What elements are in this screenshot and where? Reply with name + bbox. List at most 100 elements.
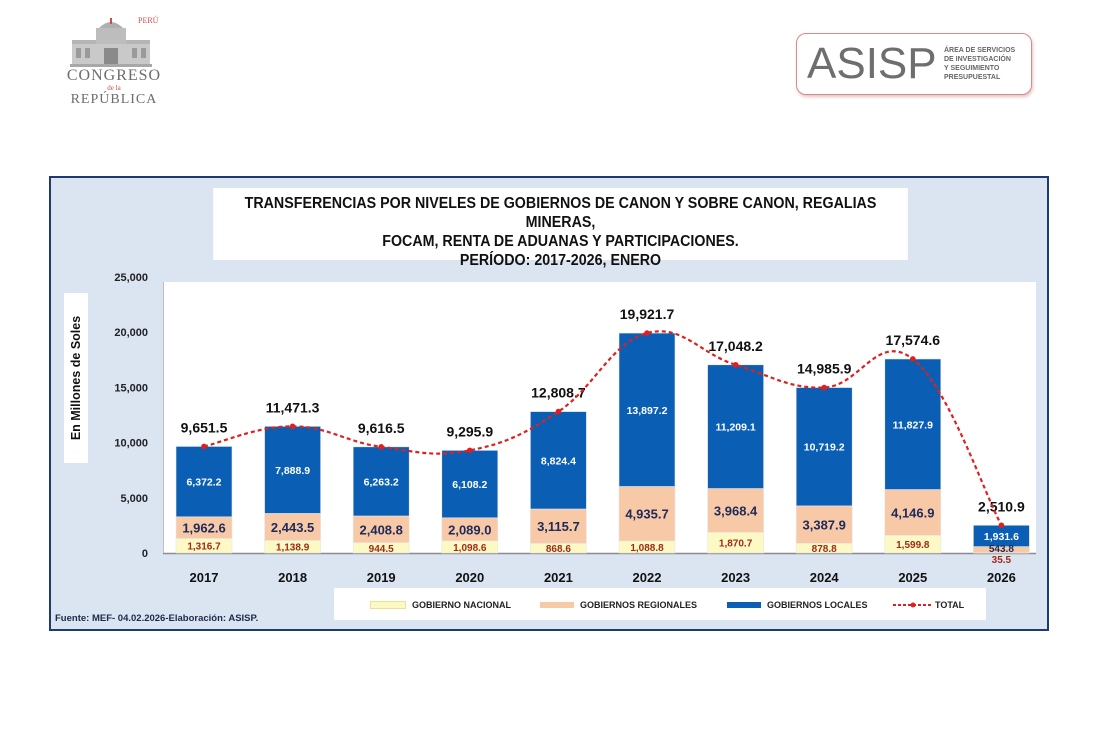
data-label-regionales: 4,935.7 xyxy=(625,507,668,522)
total-marker xyxy=(289,423,296,430)
asisp-sub-line: ÁREA DE SERVICIOS xyxy=(944,47,1016,54)
data-label-nacional: 878.8 xyxy=(812,544,837,555)
y-tick-label: 0 xyxy=(142,548,148,560)
data-label-total: 2,510.9 xyxy=(978,498,1025,514)
data-label-total: 11,471.3 xyxy=(266,399,320,415)
data-label-total: 17,048.2 xyxy=(708,338,763,354)
y-tick-label: 15,000 xyxy=(114,382,148,394)
y-tick-label: 20,000 xyxy=(114,327,148,339)
y-tick-label: 25,000 xyxy=(114,272,148,284)
legend-item-locales: GOBIERNOS LOCALES xyxy=(727,600,868,610)
data-label-nacional: 35.5 xyxy=(992,555,1012,566)
total-marker xyxy=(201,443,207,450)
asisp-sub-line: PRESUPUESTAL xyxy=(944,74,1001,81)
chart-title-line: TRANSFERENCIAS POR NIVELES DE GOBIERNOS … xyxy=(244,195,877,231)
data-label-total: 9,616.5 xyxy=(358,420,405,436)
data-label-regionales: 3,968.4 xyxy=(714,503,758,518)
legend-item-nacional: GOBIERNO NACIONAL xyxy=(370,600,511,610)
data-label-locales: 7,888.9 xyxy=(275,465,310,477)
y-axis-label-box xyxy=(64,293,88,463)
data-label-nacional: 1,138.9 xyxy=(276,543,310,554)
data-label-regionales: 3,387.9 xyxy=(803,518,846,533)
data-label-nacional: 1,599.8 xyxy=(896,540,930,551)
legend-item-total: TOTAL xyxy=(893,600,964,610)
data-label-total: 17,574.6 xyxy=(886,332,941,348)
total-line xyxy=(203,330,1003,526)
data-label-nacional: 944.5 xyxy=(369,544,394,555)
total-marker xyxy=(998,522,1005,529)
bar-segment-locales xyxy=(795,387,853,507)
data-label-nacional: 868.6 xyxy=(546,544,571,555)
asisp-logo: ASISP ÁREA DE SERVICIOS DE INVESTIGACIÓN… xyxy=(796,33,1032,95)
legend-item-regionales: GOBIERNOS REGIONALES xyxy=(540,600,697,610)
data-label-total: 9,295.9 xyxy=(446,423,493,439)
data-label-regionales: 543.8 xyxy=(989,544,1014,555)
data-label-locales: 8,824.4 xyxy=(541,455,576,467)
chart-title: TRANSFERENCIAS POR NIVELES DE GOBIERNOS … xyxy=(213,188,908,269)
data-label-regionales: 1,962.6 xyxy=(182,521,225,536)
congreso-logo xyxy=(66,14,166,106)
data-label-regionales: 2,408.8 xyxy=(360,522,403,537)
bar-segment-locales xyxy=(441,450,499,519)
data-label-total: 9,651.5 xyxy=(181,419,228,435)
total-marker xyxy=(644,330,650,336)
data-label-nacional: 1,088.8 xyxy=(630,543,664,554)
total-marker xyxy=(821,384,827,391)
legend-label: GOBIERNOS REGIONALES xyxy=(580,600,698,610)
data-label-locales: 11,827.9 xyxy=(893,419,933,431)
asisp-subtitle: ÁREA DE SERVICIOS DE INVESTIGACIÓN Y SEG… xyxy=(944,46,1015,82)
bar-segment-regionales xyxy=(707,488,764,533)
data-label-locales: 11,209.1 xyxy=(715,422,755,434)
data-label-locales: 13,897.2 xyxy=(627,405,668,417)
congreso-wordmark: CONGRESO de la REPÚBLICA xyxy=(66,68,162,108)
x-tick-label: 2023 xyxy=(721,570,750,585)
x-tick-label: 2020 xyxy=(455,570,484,585)
data-label-regionales: 4,146.9 xyxy=(891,505,934,520)
x-tick-label: 2017 xyxy=(190,570,219,585)
x-tick-label: 2018 xyxy=(278,570,307,585)
congreso-line2: de la xyxy=(107,84,121,92)
legend-swatch-total xyxy=(893,602,933,608)
data-label-nacional: 1,316.7 xyxy=(187,542,221,553)
source-note: Fuente: MEF- 04.02.2026-Elaboración: ASI… xyxy=(55,613,259,624)
bar-segment-locales xyxy=(352,446,410,517)
total-marker xyxy=(910,356,916,362)
x-tick-label: 2019 xyxy=(367,570,396,585)
bar-segment-regionales xyxy=(618,486,676,542)
total-marker xyxy=(378,444,385,450)
x-tick-label: 2026 xyxy=(987,570,1016,585)
data-label-nacional: 1,870.7 xyxy=(719,539,753,550)
asisp-sub-line: DE INVESTIGACIÓN xyxy=(944,56,1011,63)
data-label-locales: 10,719.2 xyxy=(804,442,845,454)
bar-segment-locales xyxy=(530,411,587,510)
data-label-regionales: 2,089.0 xyxy=(448,522,491,537)
legend-label: GOBIERNOS LOCALES xyxy=(767,600,868,610)
data-label-locales: 1,931.6 xyxy=(984,531,1019,543)
bar-segment-regionales xyxy=(884,489,942,536)
data-label-total: 12,808.7 xyxy=(531,385,586,401)
data-label-regionales: 2,443.5 xyxy=(271,520,314,535)
legend-swatch-nacional xyxy=(370,601,406,609)
data-label-total: 14,985.9 xyxy=(797,361,852,377)
data-label-total: 19,921.7 xyxy=(620,306,675,322)
x-tick-label: 2022 xyxy=(633,570,662,585)
palace-building-icon xyxy=(70,18,152,67)
legend-label: GOBIERNO NACIONAL xyxy=(412,600,511,610)
bar-segment-locales xyxy=(175,446,233,518)
x-tick-label: 2025 xyxy=(898,570,927,585)
asisp-acronym: ASISP xyxy=(807,39,937,88)
legend-label: TOTAL xyxy=(935,600,965,610)
legend-swatch-regionales xyxy=(540,602,574,608)
congreso-line1: CONGRESO xyxy=(66,67,162,84)
legend-swatch-locales xyxy=(727,602,761,608)
data-label-nacional: 1,098.6 xyxy=(453,543,487,554)
total-marker xyxy=(732,361,739,368)
chart-title-line: PERÍODO: 2017-2026, ENERO xyxy=(459,252,662,269)
asisp-sub-line: Y SEGUIMIENTO xyxy=(944,65,1000,72)
x-tick-label: 2021 xyxy=(544,570,573,585)
legend xyxy=(334,588,986,620)
congreso-line3: REPÚBLICA xyxy=(70,92,158,107)
total-marker xyxy=(555,408,562,415)
data-label-locales: 6,108.2 xyxy=(452,479,487,491)
data-label-regionales: 3,115.7 xyxy=(537,519,580,534)
